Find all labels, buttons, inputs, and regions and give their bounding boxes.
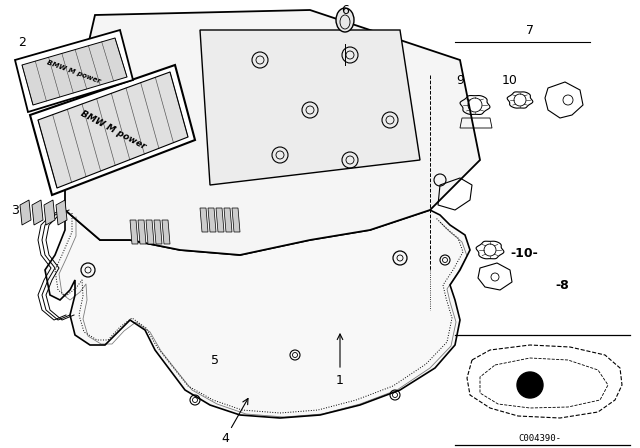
Text: 7: 7 [526, 23, 534, 36]
Text: -8: -8 [555, 279, 569, 292]
Text: 6: 6 [341, 4, 349, 17]
Polygon shape [15, 30, 133, 112]
Text: 1: 1 [336, 374, 344, 387]
Text: 3: 3 [11, 203, 19, 216]
Polygon shape [138, 220, 146, 244]
Polygon shape [224, 208, 232, 232]
Polygon shape [200, 208, 208, 232]
Polygon shape [56, 200, 67, 225]
Polygon shape [208, 208, 216, 232]
Polygon shape [154, 220, 162, 244]
Polygon shape [22, 38, 127, 105]
Polygon shape [44, 200, 55, 225]
Polygon shape [146, 220, 154, 244]
Polygon shape [162, 220, 170, 244]
Text: C004390-: C004390- [518, 434, 561, 443]
Circle shape [517, 372, 543, 398]
Text: 10: 10 [502, 73, 518, 86]
Polygon shape [216, 208, 224, 232]
Polygon shape [32, 200, 43, 225]
Polygon shape [200, 30, 420, 185]
Polygon shape [20, 200, 31, 225]
Polygon shape [65, 10, 480, 255]
Polygon shape [130, 220, 138, 244]
Polygon shape [45, 210, 470, 418]
Ellipse shape [336, 8, 354, 32]
Polygon shape [38, 72, 188, 188]
Polygon shape [232, 208, 240, 232]
Text: 2: 2 [18, 35, 26, 48]
Text: -10-: -10- [510, 246, 538, 259]
Text: 9: 9 [456, 73, 464, 86]
Text: BMW M power: BMW M power [46, 60, 102, 85]
Polygon shape [30, 65, 195, 195]
Text: BMW M power: BMW M power [79, 109, 147, 151]
Text: 5: 5 [211, 353, 219, 366]
Text: 4: 4 [221, 431, 229, 444]
